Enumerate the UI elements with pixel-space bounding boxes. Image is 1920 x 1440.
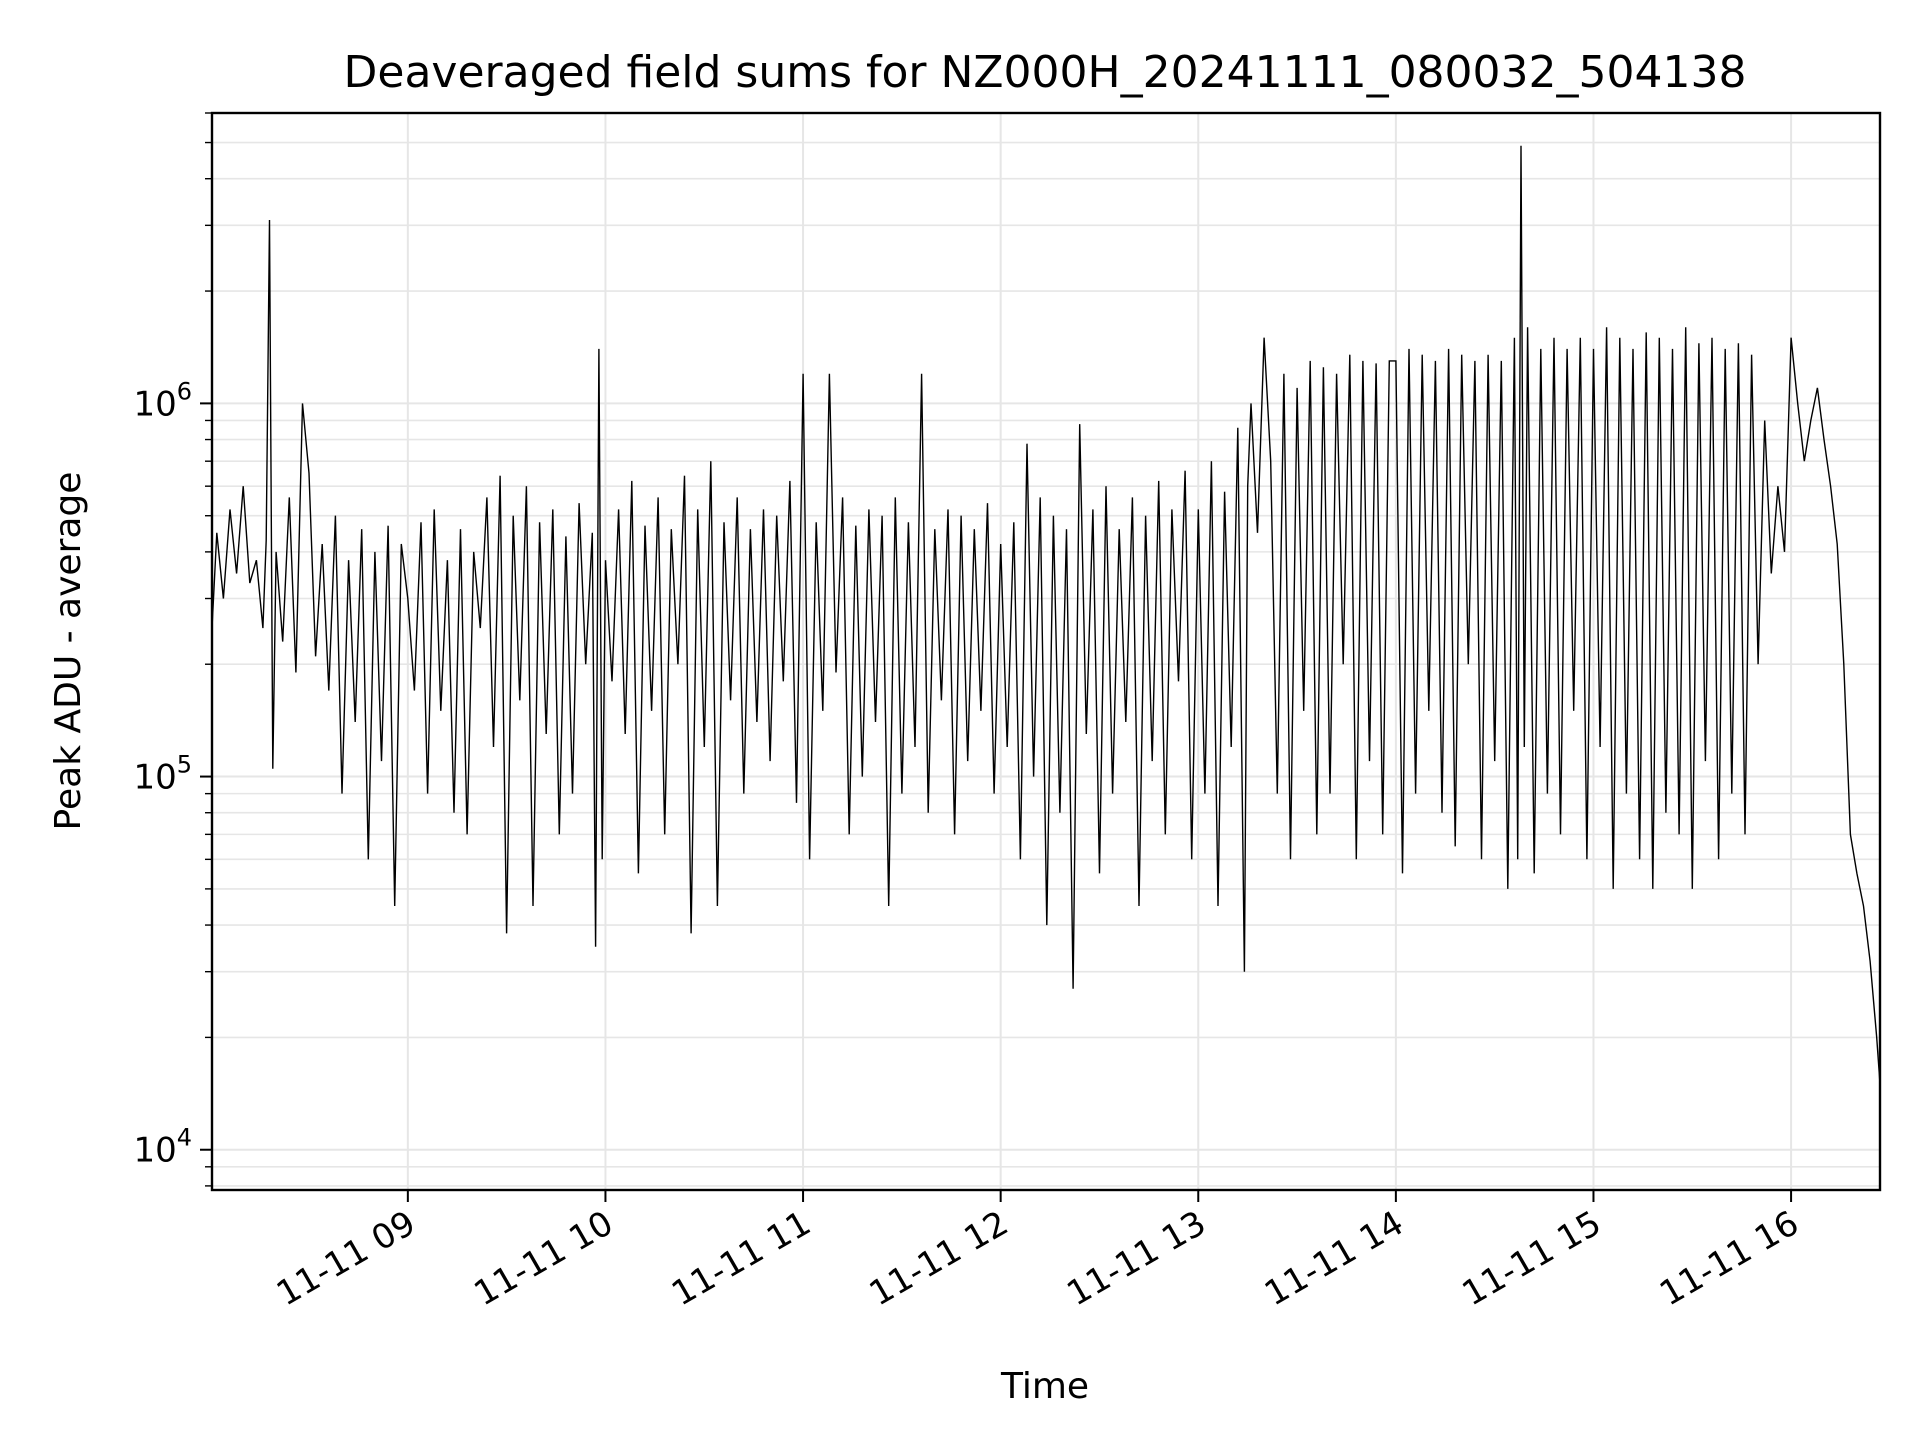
y-tick-exponent: 5 bbox=[177, 751, 192, 779]
plot-area bbox=[211, 145, 1881, 1085]
axes-frame bbox=[210, 111, 1882, 1192]
chart-title: Deaveraged field sums for NZ000H_2024111… bbox=[344, 47, 1747, 98]
x-axis-label: Time bbox=[1000, 1366, 1089, 1407]
y-tick-base: 10 bbox=[133, 1131, 176, 1171]
y-axis-label: Peak ADU - average bbox=[48, 472, 89, 831]
y-tick-base: 10 bbox=[133, 758, 176, 798]
y-tick-exponent: 4 bbox=[177, 1124, 192, 1152]
y-tick-label: 105 bbox=[133, 751, 192, 798]
y-tick-label: 104 bbox=[133, 1124, 192, 1171]
y-tick-base: 10 bbox=[133, 384, 176, 424]
y-tick-label: 106 bbox=[133, 377, 192, 424]
y-tick-exponent: 6 bbox=[177, 377, 192, 405]
series-line bbox=[211, 145, 1881, 1085]
